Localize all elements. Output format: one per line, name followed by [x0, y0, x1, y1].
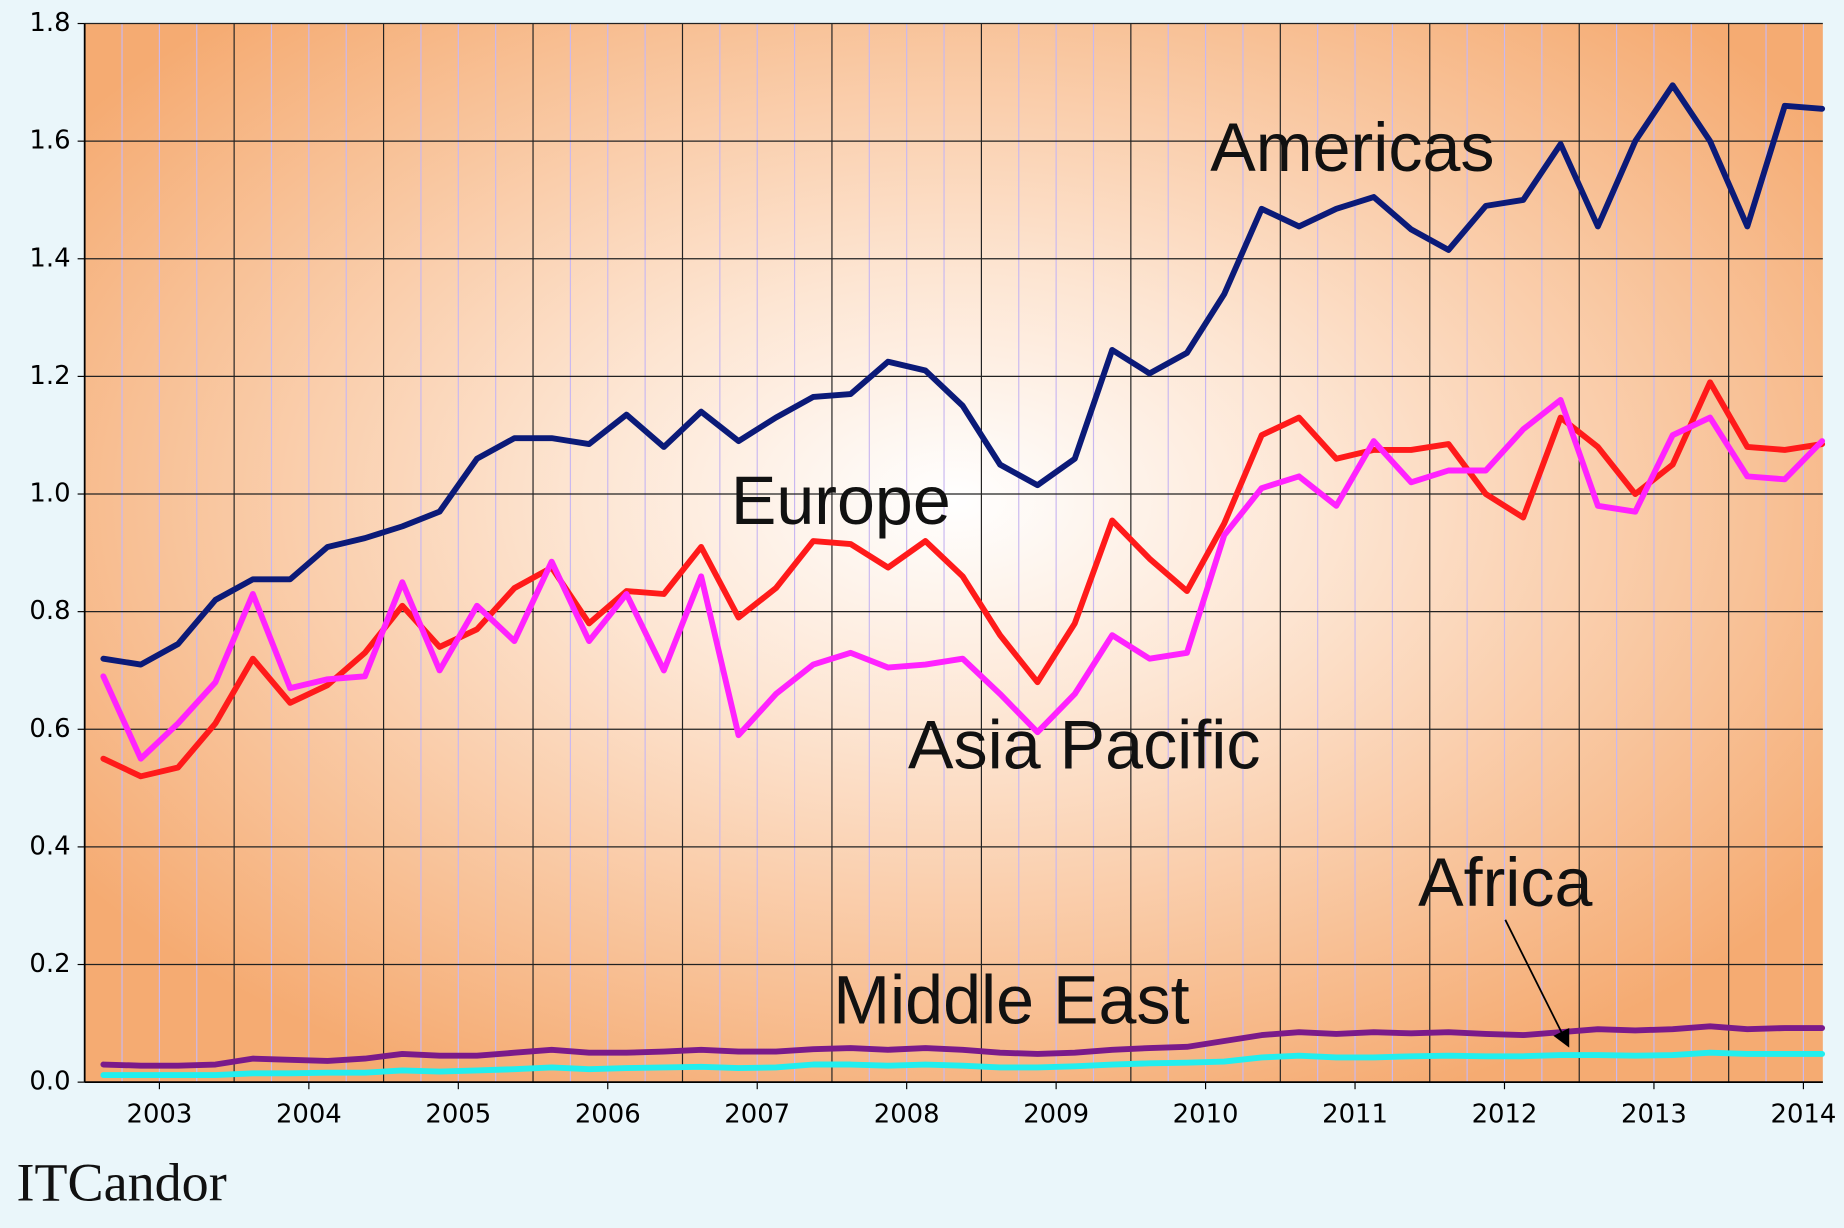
y-tick-label: 0.2: [29, 949, 70, 979]
y-tick-label: 1.4: [29, 243, 70, 273]
x-tick-label: 2012: [1472, 1100, 1538, 1130]
x-tick-label: 2005: [425, 1100, 491, 1130]
x-tick-label: 2010: [1173, 1100, 1239, 1130]
y-tick-label: 1.8: [29, 8, 70, 38]
y-tick-label: 0.4: [29, 831, 70, 861]
series-line: [100, 1023, 1826, 1069]
series-line: [100, 82, 1826, 668]
x-tick-label: 2009: [1023, 1100, 1089, 1130]
annotation-arrow: [1504, 919, 1570, 1048]
x-tick-label: 2003: [126, 1100, 192, 1130]
y-tick-label: 0.8: [29, 596, 70, 626]
y-tick-label: 1.2: [29, 361, 70, 391]
plot-background: [84, 23, 1823, 1083]
y-tick-label: 1.6: [29, 126, 70, 156]
x-tick-label: 2014: [1770, 1100, 1836, 1130]
x-tick-label: 2008: [874, 1100, 940, 1130]
series-line: [100, 396, 1826, 762]
x-tick-label: 2006: [575, 1100, 641, 1130]
x-tick-label: 2011: [1322, 1100, 1388, 1130]
series-label: Europe: [731, 463, 951, 539]
series-label: Asia Pacific: [908, 707, 1260, 783]
logo: ITCandor: [16, 1152, 226, 1212]
y-tick-label: 1.0: [29, 479, 70, 509]
x-tick-label: 2013: [1621, 1100, 1687, 1130]
x-tick-label: 2007: [724, 1100, 790, 1130]
series-label: Americas: [1210, 110, 1494, 186]
y-tick-label: 0.6: [29, 714, 70, 744]
series-line: [100, 1049, 1826, 1079]
series-label: Africa: [1418, 845, 1592, 921]
y-tick-label: 0.0: [29, 1067, 70, 1097]
x-tick-label: 2004: [276, 1100, 342, 1130]
series-label: Middle East: [833, 963, 1189, 1039]
